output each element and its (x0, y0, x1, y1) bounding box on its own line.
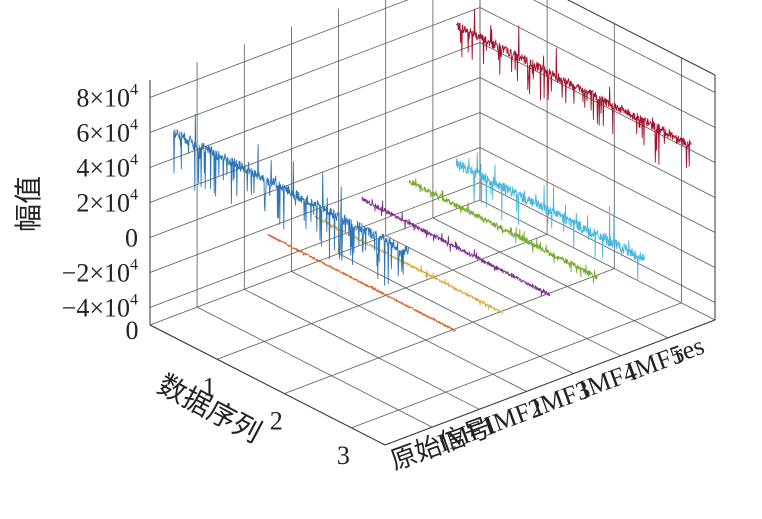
x-axis-ticks: 0 1 2 3 (126, 316, 350, 470)
back-wall-grid (479, 0, 716, 320)
series-layer (173, 9, 692, 332)
floor-grid-cat-line (244, 288, 480, 410)
series-line-imf1 (267, 233, 457, 332)
floor-grid-x-line (216, 233, 548, 360)
series-line-imf2 (314, 215, 504, 315)
z-tick-label: −4×104 (62, 292, 138, 323)
x-tick-label: 3 (337, 441, 350, 470)
floor-grid-cat-line (479, 199, 716, 321)
back-frame-top (567, 0, 716, 76)
series-line-imf3 (361, 196, 551, 297)
x-tick-label: 0 (126, 316, 139, 345)
left-grid-z-line (149, 77, 481, 203)
series-line-original (173, 113, 410, 286)
floor-grid-x-line (284, 268, 615, 394)
x-tick-label: 2 (270, 407, 283, 436)
z-tick-label: 8×104 (76, 82, 138, 113)
z-tick-label: 2×104 (76, 187, 138, 218)
series-line-imf4 (408, 178, 598, 284)
back-grid-z-line (479, 77, 716, 198)
z-tick-label: −2×104 (62, 257, 138, 288)
back-grid-z-line (479, 147, 716, 268)
z-axis-label: 幅值 (13, 176, 45, 232)
floor-grid-x-line (351, 302, 682, 429)
floor-grid-cat-line (291, 271, 527, 392)
back-grid-z-line (479, 182, 716, 303)
series-line-imf5 (455, 152, 645, 281)
floor-grid-cat-line (385, 235, 621, 357)
left-grid-z-line (149, 147, 481, 273)
left-grid-z-line (149, 7, 481, 133)
x-tick-label: 1 (203, 372, 216, 401)
floor-grid-cat-line (196, 306, 433, 428)
back-grid-z-line (532, 0, 716, 93)
floor-frame-right (384, 319, 716, 446)
left-grid-z-line (149, 182, 481, 308)
floor-grid-x-line (149, 199, 481, 326)
left-grid-z-line (149, 112, 481, 238)
z-tick-label: 4×104 (76, 152, 138, 183)
series-line-res (456, 9, 692, 169)
z-tick-label: 0 (125, 224, 138, 253)
back-grid-z-line (479, 112, 716, 233)
floor-grid-cat-line (432, 217, 669, 339)
floor-frame-front (149, 324, 386, 446)
floor-grid (149, 199, 716, 446)
left-grid-z-line (149, 42, 481, 168)
z-axis-ticks: 8×104 6×104 4×104 2×104 0 −2×104 −4×104 (62, 82, 138, 323)
left-grid-z-line (149, 0, 409, 98)
z-tick-label: 6×104 (76, 117, 138, 148)
